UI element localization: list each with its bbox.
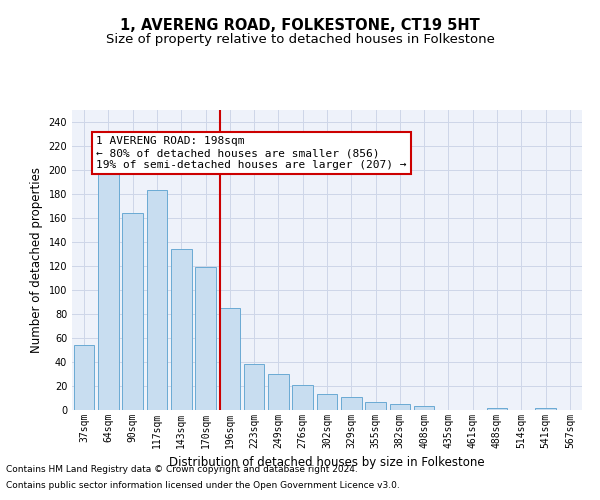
Text: 1 AVERENG ROAD: 198sqm
← 80% of detached houses are smaller (856)
19% of semi-de: 1 AVERENG ROAD: 198sqm ← 80% of detached… [96,136,407,170]
Bar [292,385,313,410]
Text: Contains HM Land Registry data © Crown copyright and database right 2024.: Contains HM Land Registry data © Crown c… [6,466,358,474]
Bar [487,408,508,410]
Bar [389,404,410,410]
Bar [171,249,191,410]
X-axis label: Distribution of detached houses by size in Folkestone: Distribution of detached houses by size … [169,456,485,469]
Y-axis label: Number of detached properties: Number of detached properties [30,167,43,353]
Bar [414,406,434,410]
Bar [195,267,216,410]
Bar [146,190,167,410]
Bar [74,345,94,410]
Bar [220,308,240,410]
Text: Contains public sector information licensed under the Open Government Licence v3: Contains public sector information licen… [6,480,400,490]
Bar [535,408,556,410]
Text: 1, AVERENG ROAD, FOLKESTONE, CT19 5HT: 1, AVERENG ROAD, FOLKESTONE, CT19 5HT [120,18,480,32]
Bar [365,402,386,410]
Bar [341,397,362,410]
Text: Size of property relative to detached houses in Folkestone: Size of property relative to detached ho… [106,32,494,46]
Bar [122,213,143,410]
Bar [98,170,119,410]
Bar [317,394,337,410]
Bar [268,374,289,410]
Bar [244,364,265,410]
